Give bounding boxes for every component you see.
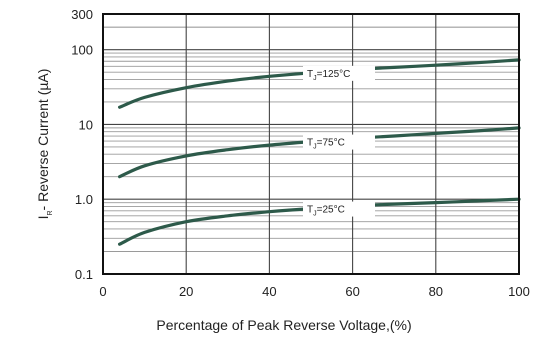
series-label-bg	[303, 65, 375, 81]
series-label-text: TJ=75°C	[307, 138, 345, 151]
x-axis-label: Percentage of Peak Reverse Voltage,(%)	[156, 317, 411, 333]
x-tick-labels: 0 20 40 60 80 100	[99, 284, 529, 299]
y-axis-label: IR- Reverse Current (µA)	[35, 69, 54, 220]
x-tick-label: 20	[179, 284, 193, 299]
series-label: TJ=25°C	[303, 201, 375, 218]
series-label: TJ=75°C	[303, 134, 375, 151]
series-label-text: TJ=125°C	[307, 69, 350, 82]
y-tick-label: 1.0	[75, 192, 93, 207]
plot-frame	[102, 13, 520, 275]
series-label: TJ=125°C	[303, 65, 375, 82]
y-tick-label: 0.1	[75, 267, 93, 282]
x-tick-label: 40	[262, 284, 276, 299]
series-label-bg	[303, 201, 375, 217]
x-tick-label: 60	[345, 284, 359, 299]
x-tick-label: 0	[99, 284, 106, 299]
y-tick-label: 100	[71, 43, 93, 58]
y-tick-label: 300	[71, 7, 93, 22]
series-label-text: TJ=25°C	[307, 205, 345, 218]
y-tick-label: 10	[79, 117, 93, 132]
curve-labels: TJ=125°C TJ=75°C TJ=25°C	[303, 65, 375, 218]
x-tick-label: 80	[429, 284, 443, 299]
y-tick-labels: 0.1 1.0 10 100 300	[71, 7, 93, 282]
series-label-bg	[303, 134, 375, 150]
x-tick-label: 100	[508, 284, 530, 299]
